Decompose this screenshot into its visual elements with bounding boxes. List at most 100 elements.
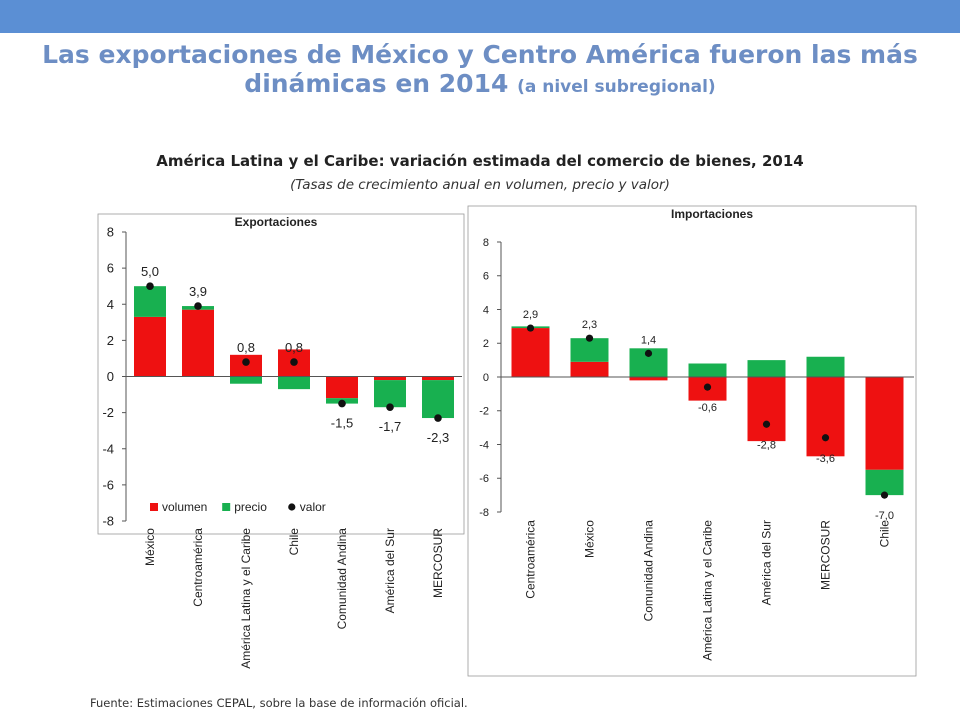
- bar-precio-imp: [570, 338, 609, 362]
- data-label-imp: 1,4: [641, 334, 656, 346]
- y-tick-label-exp: -6: [102, 477, 114, 492]
- chart-title-exp: Exportaciones: [235, 215, 318, 229]
- data-label-exp: 0,8: [285, 340, 303, 355]
- y-tick-label-exp: 6: [107, 261, 114, 276]
- y-tick-label-imp: 6: [483, 271, 489, 283]
- category-label-imp: Centroamérica: [524, 520, 538, 599]
- data-label-imp: 2,3: [582, 319, 597, 331]
- valor-dot-exp: [386, 403, 394, 412]
- category-label-imp: México: [583, 520, 597, 558]
- figure-subtitle: (Tasas de crecimiento anual en volumen, …: [290, 177, 670, 193]
- title-line-1: Las exportaciones de México y Centro Amé…: [42, 40, 918, 69]
- chart-title-imp: Importaciones: [671, 207, 753, 221]
- valor-dot-exp: [290, 358, 298, 366]
- y-tick-label-imp: 8: [483, 237, 489, 249]
- bar-precio-exp: [230, 376, 262, 384]
- slide-title: Las exportaciones de México y Centro Amé…: [30, 40, 930, 102]
- y-tick-label-exp: -8: [102, 514, 114, 529]
- bar-volumen-exp: [134, 316, 166, 377]
- legend-label-precio: precio: [234, 500, 267, 514]
- data-label-exp: 3,9: [189, 284, 207, 299]
- y-tick-label-exp: 2: [107, 333, 114, 348]
- bar-volumen-imp: [511, 328, 550, 377]
- y-tick-label-exp: -4: [102, 441, 114, 456]
- valor-dot-imp: [585, 334, 594, 342]
- category-label-exp: América Latina y el Caribe: [239, 528, 253, 669]
- legend-swatch-volumen: [150, 503, 158, 511]
- source-note: Fuente: Estimaciones CEPAL, sobre la bas…: [90, 696, 468, 710]
- category-label-imp: MERCOSUR: [819, 520, 833, 590]
- bar-volumen-imp: [747, 377, 786, 442]
- bar-precio-exp: [374, 380, 406, 408]
- valor-dot-exp: [194, 302, 202, 310]
- bar-volumen-exp: [374, 376, 406, 381]
- data-label-exp: -2,3: [427, 430, 449, 445]
- y-tick-label-imp: 2: [483, 338, 489, 350]
- valor-dot-imp: [821, 434, 830, 442]
- category-label-exp: América del Sur: [383, 528, 397, 613]
- bar-volumen-exp: [326, 376, 358, 399]
- category-label-imp: Comunidad Andina: [642, 520, 656, 622]
- valor-dot-exp: [146, 282, 154, 290]
- y-tick-label-imp: -6: [479, 473, 489, 485]
- category-label-imp: Chile: [878, 520, 892, 548]
- valor-dot-imp: [880, 491, 889, 499]
- chart-frame-imp: [467, 205, 917, 677]
- data-label-imp: 2,9: [523, 309, 538, 321]
- category-label-exp: Chile: [287, 528, 301, 556]
- bar-volumen-imp: [629, 377, 668, 381]
- category-label-exp: Comunidad Andina: [335, 528, 349, 630]
- bar-precio-imp: [688, 363, 727, 377]
- figure-title: América Latina y el Caribe: variación es…: [156, 152, 804, 170]
- bar-volumen-imp: [865, 377, 904, 470]
- bar-precio-imp: [806, 356, 845, 377]
- data-label-exp: -1,7: [379, 419, 401, 434]
- y-tick-label-imp: -8: [479, 507, 489, 519]
- category-label-imp: América del Sur: [760, 520, 774, 605]
- data-label-imp: -3,6: [816, 453, 835, 465]
- y-tick-label-imp: 0: [483, 372, 489, 384]
- data-label-imp: -0,6: [698, 402, 717, 414]
- category-label-exp: Centroamérica: [191, 528, 205, 607]
- bar-precio-imp: [747, 360, 786, 377]
- bar-volumen-imp: [806, 377, 845, 457]
- bar-volumen-exp: [182, 309, 214, 377]
- category-label-exp: México: [143, 528, 157, 566]
- valor-dot-imp: [644, 349, 653, 357]
- bar-precio-exp: [278, 376, 310, 390]
- bar-volumen-imp: [570, 361, 609, 377]
- y-tick-label-imp: -2: [479, 406, 489, 418]
- title-note: (a nivel subregional): [517, 77, 716, 97]
- y-tick-label-exp: 0: [107, 369, 114, 384]
- valor-dot-exp: [434, 414, 442, 422]
- legend-label-valor: valor: [300, 500, 326, 514]
- data-label-exp: -1,5: [331, 416, 353, 431]
- bar-volumen-exp: [422, 376, 454, 381]
- category-label-exp: MERCOSUR: [431, 528, 445, 598]
- category-label-imp: América Latina y el Caribe: [701, 520, 715, 661]
- y-tick-label-exp: -2: [102, 405, 114, 420]
- legend-swatch-precio: [222, 503, 231, 511]
- legend-marker-valor: [288, 503, 296, 511]
- data-label-exp: 5,0: [141, 264, 159, 279]
- valor-dot-exp: [242, 358, 250, 366]
- y-tick-label-imp: -4: [479, 439, 489, 451]
- y-tick-label-exp: 4: [107, 297, 114, 312]
- title-line-2-main: dinámicas en 2014: [244, 69, 509, 98]
- valor-dot-exp: [338, 399, 346, 408]
- legend-label-volumen: volumen: [162, 500, 207, 514]
- bar-precio-exp: [134, 286, 166, 317]
- valor-dot-imp: [762, 420, 771, 428]
- valor-dot-imp: [703, 383, 712, 391]
- bar-precio-imp: [865, 469, 904, 496]
- header-bar: [0, 0, 960, 33]
- y-tick-label-exp: 8: [107, 225, 114, 240]
- data-label-exp: 0,8: [237, 340, 255, 355]
- title-line-2: dinámicas en 2014 (a nivel subregional): [30, 69, 930, 102]
- data-label-imp: -2,8: [757, 439, 776, 451]
- chart-frame-exp: [97, 213, 465, 535]
- data-label-imp: -7,0: [875, 510, 894, 522]
- y-tick-label-imp: 4: [483, 304, 489, 316]
- bar-precio-exp: [422, 380, 454, 419]
